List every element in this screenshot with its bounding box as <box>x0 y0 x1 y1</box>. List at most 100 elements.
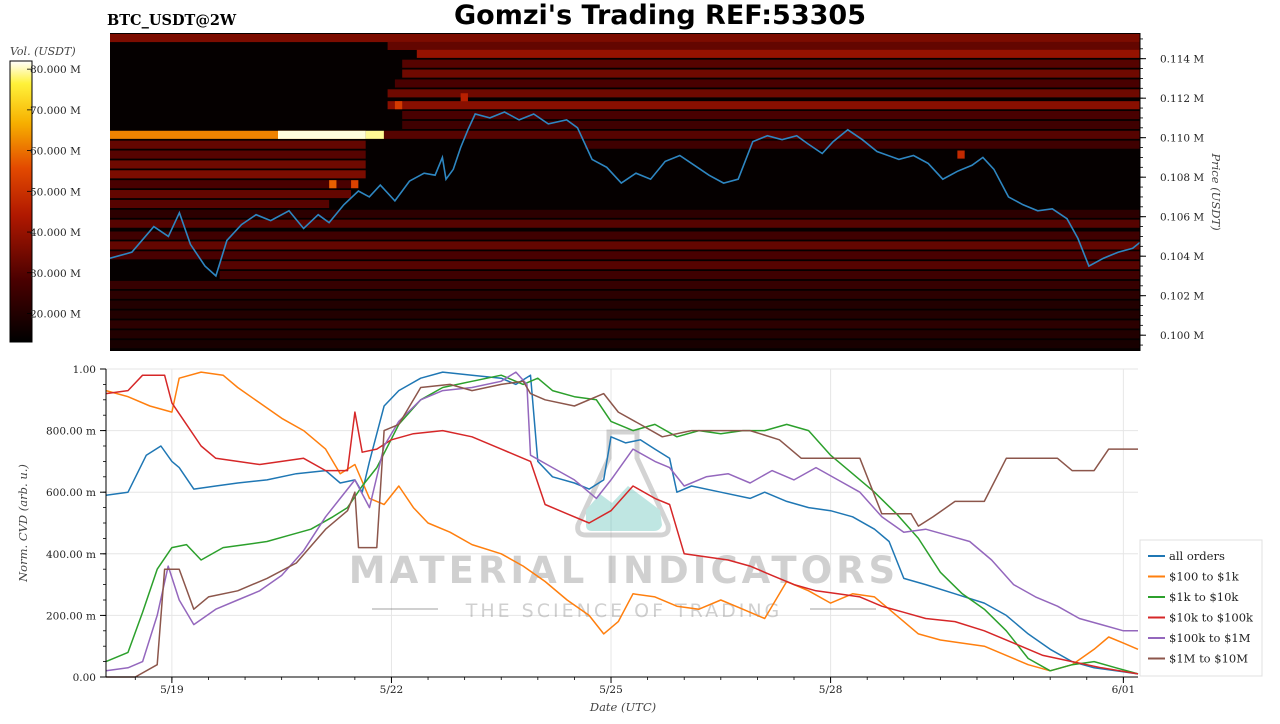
liquidity-band <box>365 130 384 139</box>
chart-title: Gomzi's Trading REF:53305 <box>454 0 866 31</box>
liquidity-band <box>110 290 1140 299</box>
watermark-subtitle: THE SCIENCE OF TRADING <box>465 600 783 622</box>
cvd-axes: 0.00 200.00 m 400.00 m 600.00 m 800.00 m 1.00… <box>46 364 1138 696</box>
liquidity-band <box>110 130 366 139</box>
cvd-x-tick-label: 5/25 <box>599 684 623 696</box>
legend-label: $100 to $1k <box>1169 570 1240 584</box>
colorbar-tick-label: 30.000 M <box>30 268 81 280</box>
liquidity-hotspot <box>460 93 468 102</box>
liquidity-hotspot <box>957 150 965 159</box>
heatmap-bands <box>110 33 1140 349</box>
price-tick-label: 0.110 M <box>1160 133 1204 145</box>
liquidity-hotspot <box>329 180 337 189</box>
colorbar-label: Vol. (USDT) <box>10 45 76 58</box>
flask-icon <box>575 429 671 538</box>
price-tick-label: 0.100 M <box>1160 330 1204 342</box>
legend-box <box>1139 539 1263 677</box>
liquidity-band <box>110 170 366 179</box>
cvd-x-tick-label: 6/01 <box>1112 684 1136 696</box>
colorbar: Vol. (USDT) 20.000 M 30.000 M 40.000 M 50.0… <box>9 45 81 343</box>
liquidity-band <box>584 140 1140 149</box>
cvd-series-line <box>106 380 1138 678</box>
liquidity-band <box>416 49 1140 58</box>
legend-label: $1k to $10k <box>1169 590 1239 604</box>
symbol-label: BTC_USDT@2W <box>107 12 237 29</box>
liquidity-band <box>110 330 1140 339</box>
liquidity-band <box>110 219 1140 228</box>
liquidity-band <box>110 199 330 208</box>
liquidity-band <box>219 271 1140 280</box>
flask-liquid <box>586 486 662 531</box>
legend-label: all orders <box>1169 549 1225 563</box>
liquidity-band <box>110 190 352 199</box>
liquidity-band <box>110 300 1140 309</box>
liquidity-band <box>110 209 1140 218</box>
cvd-y-tick-label: 400.00 m <box>46 549 96 561</box>
cvd-y-tick-label: 800.00 m <box>46 426 96 438</box>
colorbar-tick-label: 50.000 M <box>30 186 81 198</box>
liquidity-band <box>402 59 1140 68</box>
cvd-y-axis-label: Norm. CVD (arb. u.) <box>16 464 30 583</box>
price-tick-label: 0.108 M <box>1160 172 1204 184</box>
colorbar-tick-label: 80.000 M <box>30 64 81 76</box>
legend-label: $1M to $10M <box>1169 652 1248 666</box>
liquidity-band <box>394 79 1140 88</box>
cvd-x-axis-label: Date (UTC) <box>589 700 656 714</box>
price-tick-label: 0.112 M <box>1160 93 1204 105</box>
watermark: MATERIAL INDICATORS THE SCIENCE OF TRADI… <box>349 429 895 622</box>
cvd-y-tick-label: 0.00 <box>73 672 96 684</box>
liquidity-band <box>110 340 1140 349</box>
price-tick-label: 0.104 M <box>1160 251 1204 263</box>
cvd-x-tick-label: 5/28 <box>819 684 843 696</box>
colorbar-tick-label: 40.000 M <box>30 227 81 239</box>
liquidity-band <box>110 251 1140 260</box>
colorbar-tick-label: 60.000 M <box>30 146 81 158</box>
liquidity-band <box>387 89 1140 98</box>
liquidity-band <box>110 33 1140 43</box>
liquidity-hotspot <box>278 130 366 139</box>
legend: all orders $100 to $1k $1k to $10k $10k to … <box>1139 539 1263 677</box>
liquidity-band <box>110 231 1140 240</box>
cvd-lines <box>105 371 1139 678</box>
colorbar-ticks: 20.000 M 30.000 M 40.000 M 50.000 M 60.000 M… <box>27 64 81 320</box>
liquidity-band <box>402 69 1140 78</box>
price-tick-label: 0.114 M <box>1160 54 1204 66</box>
liquidity-band <box>110 280 1140 289</box>
price-axis: 0.100 M 0.102 M 0.104 M 0.106 M 0.108 M 0.110… <box>1139 33 1204 351</box>
liquidity-band <box>110 310 1140 319</box>
liquidity-band <box>110 160 366 169</box>
cvd-x-tick-label: 5/22 <box>380 684 404 696</box>
cvd-y-tick-label: 600.00 m <box>46 487 96 499</box>
liquidity-hotspot <box>394 101 403 110</box>
cvd-series-line <box>105 371 1138 672</box>
price-line-group <box>110 111 1140 278</box>
cvd-series-line <box>105 374 1139 675</box>
liquidity-band <box>402 120 1140 129</box>
colorbar-tick-label: 20.000 M <box>30 308 81 320</box>
price-axis-label: Price (USDT) <box>1209 152 1223 230</box>
colorbar-gradient <box>9 60 33 343</box>
liquidity-hotspot <box>351 180 359 189</box>
liquidity-band <box>110 241 1140 250</box>
legend-label: $100k to $1M <box>1169 631 1251 645</box>
liquidity-band <box>110 140 366 149</box>
liquidity-band <box>383 130 1140 139</box>
heatmap-panel: 0.100 M 0.102 M 0.104 M 0.106 M 0.108 M 0.110… <box>110 33 1223 351</box>
cvd-x-tick-label: 5/19 <box>160 684 184 696</box>
liquidity-band <box>110 150 366 159</box>
colorbar-tick-label: 70.000 M <box>30 105 81 117</box>
legend-items: all orders $100 to $1k $1k to $10k $10k to … <box>1148 549 1254 666</box>
cvd-y-tick-label: 1.00 <box>73 364 96 376</box>
cvd-series-line <box>105 374 1139 675</box>
liquidity-band <box>387 41 1140 50</box>
price-line <box>110 111 1140 278</box>
liquidity-band <box>402 111 1140 120</box>
cvd-panel: MATERIAL INDICATORS THE SCIENCE OF TRADI… <box>16 364 1139 714</box>
liquidity-band <box>219 261 1140 270</box>
price-tick-label: 0.106 M <box>1160 212 1204 224</box>
cvd-y-tick-label: 200.00 m <box>46 610 96 622</box>
legend-label: $10k to $100k <box>1169 611 1254 625</box>
cvd-series-line <box>105 371 1139 675</box>
